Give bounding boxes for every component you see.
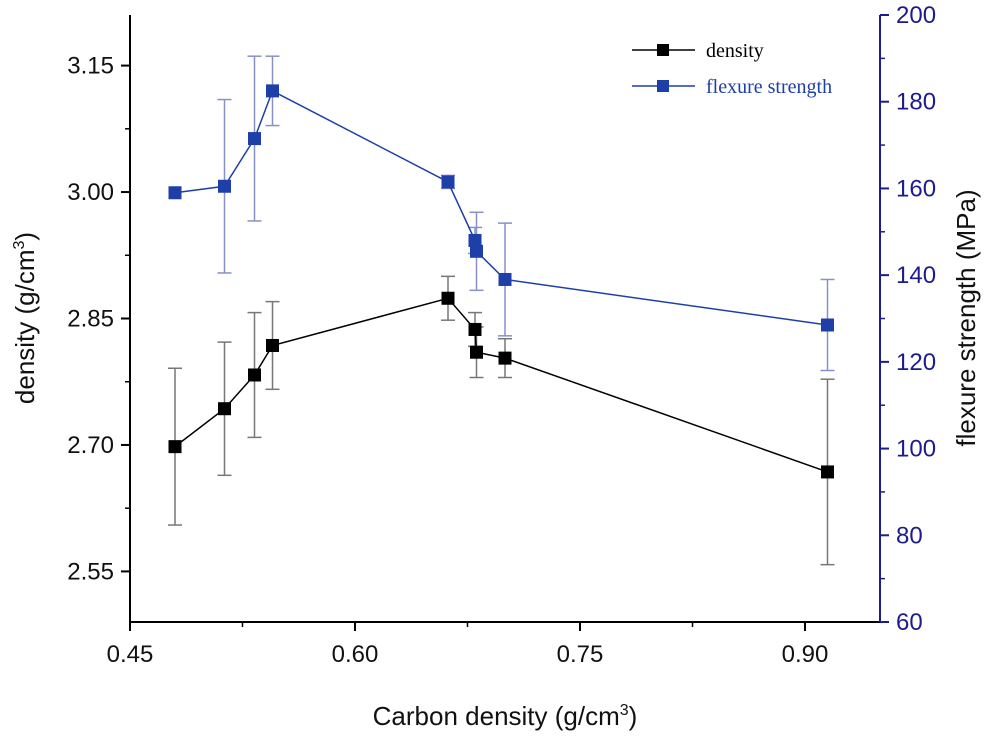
flexure-point — [441, 175, 455, 189]
axis-ticks: 0.45 0.60 0.75 0.90 2.55 2.70 2.85 3.00 3.15 60 80… — [67, 2, 936, 668]
density-point — [821, 465, 834, 479]
x-tick-label: 0.60 — [332, 641, 379, 668]
series-markers — [168, 84, 834, 479]
y-left-tick-label: 2.70 — [67, 432, 114, 459]
flexure-point — [248, 132, 261, 146]
y-right-tick-label: 140 — [896, 262, 936, 289]
flexure-point — [468, 233, 482, 247]
density-point — [266, 338, 279, 352]
flexure-point — [266, 84, 279, 98]
density-point — [441, 291, 455, 305]
y-right-tick-label: 120 — [896, 349, 936, 376]
y-left-tick-label: 3.00 — [67, 179, 114, 206]
y-right-tick-label: 100 — [896, 436, 936, 463]
error-bars — [168, 55, 835, 566]
density-point — [468, 322, 482, 336]
density-point — [168, 440, 182, 454]
density-point — [248, 368, 261, 382]
flexure-point — [821, 318, 834, 332]
legend-marker-density — [657, 44, 669, 56]
y-right-tick-label: 80 — [896, 522, 923, 549]
legend-marker-flexure — [657, 80, 669, 92]
x-tick-label: 0.90 — [782, 641, 829, 668]
density-point — [498, 351, 512, 365]
flexure-point — [168, 186, 182, 200]
y-right-tick-label: 180 — [896, 89, 936, 116]
x-tick-label: 0.75 — [557, 641, 604, 668]
density-point — [470, 345, 483, 359]
density-point — [218, 402, 231, 416]
flexure-point — [470, 244, 483, 258]
y-left-tick-label: 2.55 — [67, 558, 114, 585]
y-right-tick-label: 160 — [896, 175, 936, 202]
legend-label-flexure: flexure strength — [706, 76, 832, 98]
y-right-tick-label: 200 — [896, 2, 936, 29]
flexure-point — [498, 272, 512, 286]
x-axis-title: Carbon density (g/cm3) — [373, 701, 638, 731]
legend-label-density: density — [706, 40, 764, 62]
y-axis-left-title: density (g/cm3) — [10, 232, 40, 404]
legend: density flexure strength — [632, 40, 832, 98]
y-axis-right-title: flexure strength (MPa) — [951, 189, 981, 446]
flexure-point — [218, 179, 231, 193]
y-right-tick-label: 60 — [896, 609, 923, 636]
y-left-tick-label: 2.85 — [67, 306, 114, 333]
y-left-tick-label: 3.15 — [67, 53, 114, 80]
x-tick-label: 0.45 — [107, 641, 154, 668]
